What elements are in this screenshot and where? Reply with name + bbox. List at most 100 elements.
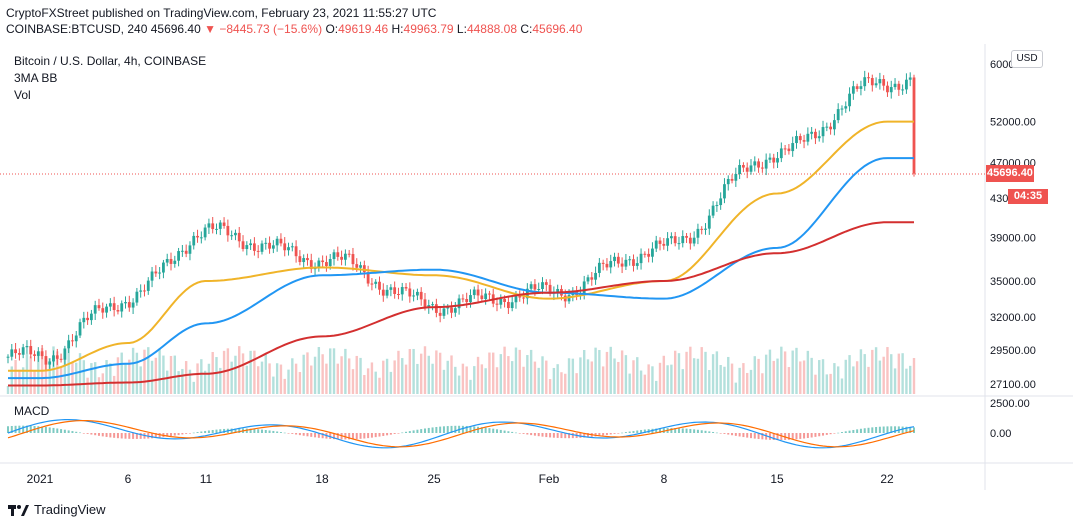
- macd-histogram-bar: [643, 429, 646, 433]
- candle-body: [613, 256, 616, 262]
- candle-body: [506, 301, 510, 309]
- volume-bar: [609, 346, 612, 394]
- volume-bar: [825, 374, 829, 394]
- candle-body: [726, 178, 730, 185]
- candle-body: [450, 307, 453, 313]
- volume-bar: [207, 363, 211, 394]
- price-axis[interactable]: 60000.0052000.0047000.0043000.0039000.00…: [990, 59, 1036, 391]
- macd-histogram-bar: [230, 428, 233, 433]
- candle-body: [882, 79, 886, 86]
- macd-histogram-bar: [840, 432, 843, 433]
- volume-bar: [643, 374, 647, 394]
- macd-histogram-bar: [408, 431, 411, 433]
- macd-histogram-bar: [219, 429, 222, 433]
- macd-histogram-bar: [90, 433, 93, 435]
- candle-body: [707, 215, 711, 229]
- volume-bar: [401, 358, 404, 394]
- volume-bar: [90, 363, 93, 394]
- macd-histogram-bar: [564, 433, 567, 439]
- volume-bar: [617, 361, 620, 394]
- volume-bar: [268, 363, 271, 394]
- candle-body: [33, 354, 36, 356]
- candle-body: [389, 287, 393, 290]
- volume-bar: [795, 347, 798, 394]
- volume-bar: [689, 346, 692, 394]
- candle-body: [537, 289, 541, 291]
- macd-histogram-bar: [477, 426, 480, 433]
- macd-histogram-bar: [283, 432, 286, 434]
- volume-bar: [704, 351, 707, 394]
- candle-body: [745, 167, 749, 172]
- volume-bar: [863, 354, 866, 394]
- macd-histogram-bar: [113, 433, 116, 438]
- candle-body: [14, 349, 17, 354]
- currency-button[interactable]: USD: [1011, 50, 1043, 68]
- volume-bar: [605, 351, 609, 394]
- volume-bar: [181, 368, 184, 394]
- macd-histogram-bar: [708, 431, 711, 433]
- volume-bar: [124, 363, 127, 394]
- volume-bar: [526, 355, 529, 394]
- candle-body: [764, 159, 768, 169]
- macd-histogram-bar: [446, 426, 449, 433]
- candle-body: [855, 86, 859, 89]
- macd-histogram-bar: [465, 425, 468, 433]
- close-label: C:: [520, 22, 533, 36]
- candle-body: [287, 247, 290, 251]
- candle-body: [723, 184, 726, 199]
- macd-histogram-bar: [522, 433, 525, 434]
- volume-bar: [416, 363, 419, 394]
- candle-body: [97, 305, 101, 309]
- volume-bar: [787, 367, 791, 394]
- time-axis[interactable]: 2021 6 11 18 25 Feb 8 15 22: [27, 472, 894, 486]
- ma-line: [8, 120, 914, 372]
- volume-bar: [374, 371, 377, 394]
- candle-body: [93, 305, 97, 314]
- macd-histogram-bar: [427, 427, 430, 433]
- volume-bar: [370, 362, 374, 394]
- macd-histogram-bar: [124, 433, 127, 439]
- time-axis-label: 22: [880, 472, 894, 486]
- volume-bar: [628, 373, 631, 394]
- macd-histogram-bar: [901, 426, 904, 433]
- candle-body: [59, 358, 63, 360]
- volume-bar: [730, 363, 734, 394]
- macd-histogram-bar: [749, 433, 752, 439]
- macd-histogram-bar: [401, 432, 404, 434]
- candle-body: [628, 259, 632, 261]
- volume-bar: [548, 379, 552, 394]
- volume-bar: [890, 354, 893, 394]
- candle-body: [692, 237, 696, 244]
- volume-bar: [772, 360, 775, 394]
- tradingview-logo[interactable]: TradingView: [8, 502, 106, 517]
- candle-body: [199, 237, 203, 239]
- macd-histogram-bar: [86, 433, 89, 434]
- macd-histogram-bar: [715, 432, 718, 434]
- volume-bar: [325, 363, 328, 394]
- macd-histogram-bar: [41, 426, 44, 433]
- candle-body: [40, 351, 44, 357]
- volume-bar: [757, 358, 760, 394]
- volume-bar: [533, 361, 537, 394]
- macd-histogram-bar: [397, 433, 400, 434]
- volume-bar: [647, 364, 650, 394]
- time-axis-label: 25: [427, 472, 441, 486]
- macd-histogram-bar: [249, 428, 252, 433]
- volume-bar: [507, 356, 510, 394]
- volume-bar: [200, 359, 203, 394]
- macd-histogram-bar: [662, 428, 665, 433]
- candle-body: [359, 265, 362, 268]
- publish-info: CryptoFXStreet published on TradingView.…: [6, 6, 437, 20]
- candle-body: [234, 232, 237, 236]
- candle-body: [738, 165, 742, 175]
- candle-body: [897, 83, 901, 90]
- low-value: 44888.08: [466, 22, 517, 36]
- candle-body: [469, 295, 472, 303]
- volume-bar: [275, 363, 279, 394]
- candle-body: [848, 93, 851, 107]
- candle-body: [340, 256, 343, 260]
- volume-bar: [363, 375, 366, 394]
- macd-histogram-bar: [844, 431, 847, 433]
- volume-bar: [177, 371, 180, 394]
